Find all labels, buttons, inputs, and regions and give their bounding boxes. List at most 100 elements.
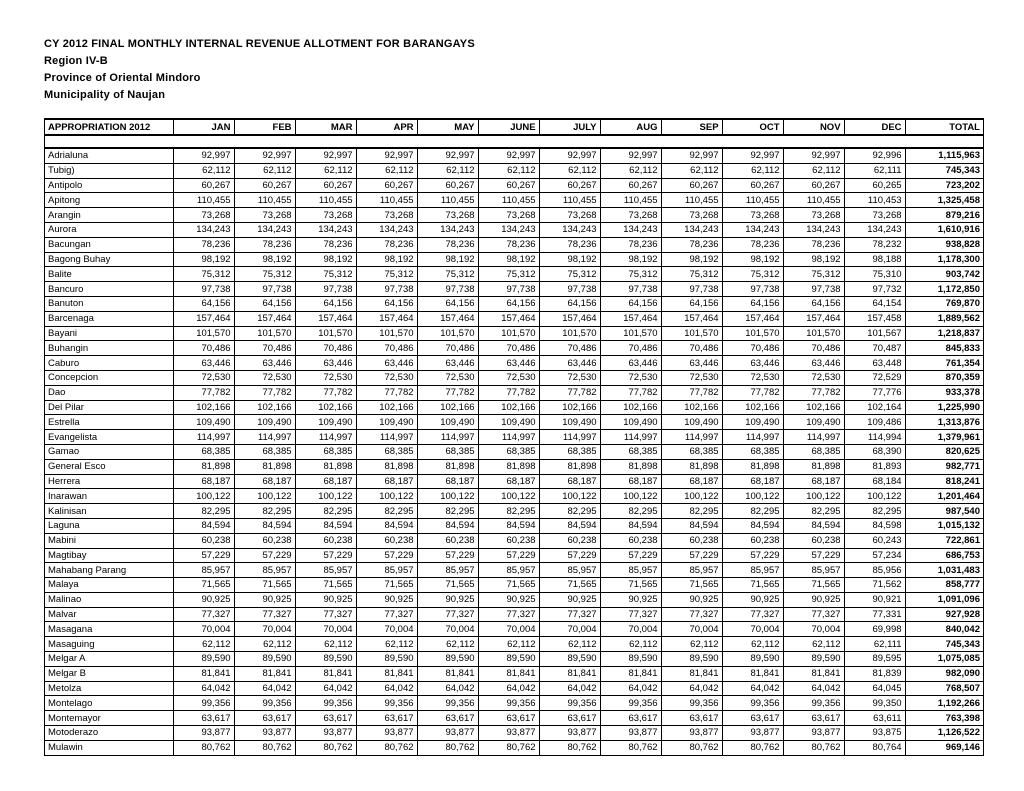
cell-value: 99,356	[173, 696, 234, 711]
cell-name: Tubig)	[45, 163, 174, 178]
cell-value: 62,112	[173, 637, 234, 652]
cell-value: 60,238	[661, 533, 722, 548]
cell-value: 77,782	[478, 385, 539, 400]
cell-value: 99,356	[295, 696, 356, 711]
cell-value: 60,238	[173, 533, 234, 548]
title-main: CY 2012 FINAL MONTHLY INTERNAL REVENUE A…	[44, 36, 984, 53]
cell-value: 70,004	[722, 622, 783, 637]
cell-value: 77,327	[356, 607, 417, 622]
cell-value: 71,562	[844, 578, 905, 593]
cell-value: 77,782	[722, 385, 783, 400]
cell-value: 78,236	[600, 237, 661, 252]
cell-value: 64,156	[295, 296, 356, 311]
cell-value: 93,877	[539, 726, 600, 741]
cell-value: 80,762	[661, 740, 722, 755]
cell-value: 75,312	[295, 267, 356, 282]
col-header: FEB	[234, 119, 295, 135]
cell-value: 99,356	[722, 696, 783, 711]
cell-name: Montemayor	[45, 711, 174, 726]
table-row: Concepcion72,53072,53072,53072,53072,530…	[45, 370, 984, 385]
cell-total: 820,625	[905, 444, 983, 459]
table-row: Bayani101,570101,570101,570101,570101,57…	[45, 326, 984, 341]
cell-value: 81,841	[478, 666, 539, 681]
cell-value: 64,042	[478, 681, 539, 696]
cell-value: 134,243	[234, 222, 295, 237]
cell-value: 77,782	[356, 385, 417, 400]
cell-value: 62,112	[539, 163, 600, 178]
cell-value: 62,112	[661, 637, 722, 652]
cell-value: 99,356	[478, 696, 539, 711]
cell-value: 99,350	[844, 696, 905, 711]
cell-value: 157,464	[234, 311, 295, 326]
cell-value: 62,112	[417, 637, 478, 652]
cell-value: 89,590	[600, 652, 661, 667]
cell-total: 1,091,096	[905, 592, 983, 607]
cell-value: 72,530	[356, 370, 417, 385]
cell-name: Barcenaga	[45, 311, 174, 326]
cell-value: 80,762	[356, 740, 417, 755]
cell-value: 63,617	[295, 711, 356, 726]
cell-value: 101,570	[295, 326, 356, 341]
cell-value: 62,112	[661, 163, 722, 178]
cell-value: 60,267	[600, 178, 661, 193]
cell-value: 97,732	[844, 282, 905, 297]
cell-total: 686,753	[905, 548, 983, 563]
cell-value: 71,565	[600, 578, 661, 593]
cell-value: 100,122	[722, 489, 783, 504]
cell-value: 70,004	[478, 622, 539, 637]
cell-value: 77,782	[234, 385, 295, 400]
cell-value: 72,530	[661, 370, 722, 385]
cell-name: Adrialuna	[45, 148, 174, 163]
cell-value: 114,997	[600, 430, 661, 445]
cell-value: 98,192	[478, 252, 539, 267]
cell-value: 98,192	[600, 252, 661, 267]
cell-value: 71,565	[539, 578, 600, 593]
cell-name: Balite	[45, 267, 174, 282]
cell-name: Melgar B	[45, 666, 174, 681]
col-header: NOV	[783, 119, 844, 135]
cell-value: 68,184	[844, 474, 905, 489]
cell-value: 101,570	[722, 326, 783, 341]
cell-value: 134,243	[600, 222, 661, 237]
cell-value: 68,385	[417, 444, 478, 459]
cell-value: 68,385	[173, 444, 234, 459]
cell-value: 89,590	[417, 652, 478, 667]
cell-value: 157,464	[356, 311, 417, 326]
cell-value: 57,229	[600, 548, 661, 563]
cell-value: 114,997	[417, 430, 478, 445]
cell-value: 68,385	[722, 444, 783, 459]
cell-value: 101,570	[783, 326, 844, 341]
cell-value: 109,490	[417, 415, 478, 430]
cell-value: 62,112	[722, 637, 783, 652]
cell-value: 90,925	[356, 592, 417, 607]
cell-value: 71,565	[356, 578, 417, 593]
table-row: Metolza64,04264,04264,04264,04264,04264,…	[45, 681, 984, 696]
cell-value: 114,997	[539, 430, 600, 445]
cell-value: 71,565	[661, 578, 722, 593]
col-header: AUG	[600, 119, 661, 135]
cell-value: 114,997	[356, 430, 417, 445]
cell-value: 70,486	[539, 341, 600, 356]
cell-value: 85,957	[722, 563, 783, 578]
cell-value: 102,164	[844, 400, 905, 415]
table-row: Laguna84,59484,59484,59484,59484,59484,5…	[45, 518, 984, 533]
cell-value: 77,782	[539, 385, 600, 400]
cell-value: 57,229	[722, 548, 783, 563]
cell-value: 81,898	[173, 459, 234, 474]
cell-value: 102,166	[356, 400, 417, 415]
cell-value: 77,327	[722, 607, 783, 622]
cell-value: 57,229	[661, 548, 722, 563]
cell-value: 114,997	[783, 430, 844, 445]
cell-value: 81,841	[295, 666, 356, 681]
table-row: Apitong110,455110,455110,455110,455110,4…	[45, 193, 984, 208]
cell-value: 73,268	[478, 208, 539, 223]
cell-value: 57,229	[539, 548, 600, 563]
cell-value: 64,156	[417, 296, 478, 311]
cell-value: 110,455	[417, 193, 478, 208]
cell-value: 63,446	[478, 356, 539, 371]
cell-value: 75,312	[173, 267, 234, 282]
cell-name: Concepcion	[45, 370, 174, 385]
cell-value: 81,898	[417, 459, 478, 474]
table-row: Bagong Buhay98,19298,19298,19298,19298,1…	[45, 252, 984, 267]
cell-value: 64,042	[417, 681, 478, 696]
